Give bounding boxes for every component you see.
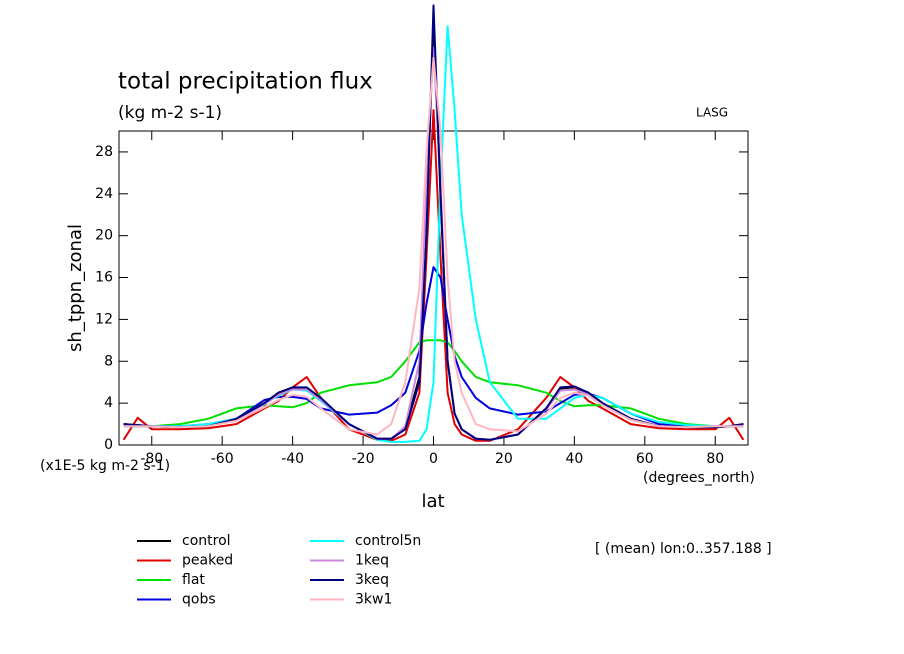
y-tick-label: 12 xyxy=(95,311,113,327)
series-line xyxy=(123,56,744,436)
x-tick-label: 80 xyxy=(706,451,724,467)
y-tick-label: 24 xyxy=(95,186,113,202)
chart-title: total precipitation flux xyxy=(118,69,373,95)
legend-label: 3keq xyxy=(355,572,389,588)
y-tick-label: 20 xyxy=(95,228,113,244)
x-tick-label: -80 xyxy=(140,451,163,467)
legend-label: peaked xyxy=(182,553,233,569)
x-tick-label: -40 xyxy=(281,451,304,467)
chart-subtitle: (kg m-2 s-1) xyxy=(118,103,222,123)
x-tick-label: -60 xyxy=(211,451,234,467)
x-tick-label: 0 xyxy=(429,451,438,467)
y-tick-label: 0 xyxy=(104,437,113,453)
y-tick-label: 28 xyxy=(95,144,113,160)
y-axis-label: sh_tppn_zonal xyxy=(65,224,86,352)
y-units: (x1E-5 kg m-2 s-1) xyxy=(40,458,170,474)
x-tick-label: -20 xyxy=(352,451,375,467)
x-axis-label: lat xyxy=(421,491,444,512)
legend-label: control xyxy=(182,533,231,549)
x-units: (degrees_north) xyxy=(643,470,755,486)
x-tick-label: 40 xyxy=(565,451,583,467)
y-tick-label: 4 xyxy=(104,395,113,411)
source-label: LASG xyxy=(696,106,728,120)
legend-label: 3kw1 xyxy=(355,592,392,608)
legend-label: flat xyxy=(182,572,205,588)
x-tick-label: 60 xyxy=(636,451,654,467)
y-tick-label: 8 xyxy=(104,353,113,369)
x-tick-label: 20 xyxy=(495,451,513,467)
note: [ (mean) lon:0..357.188 ] xyxy=(595,541,772,557)
legend-label: 1keq xyxy=(355,553,389,569)
y-tick-label: 16 xyxy=(95,270,113,286)
series-line xyxy=(122,109,745,442)
legend-label: control5n xyxy=(355,533,421,549)
legend-label: qobs xyxy=(182,592,216,608)
